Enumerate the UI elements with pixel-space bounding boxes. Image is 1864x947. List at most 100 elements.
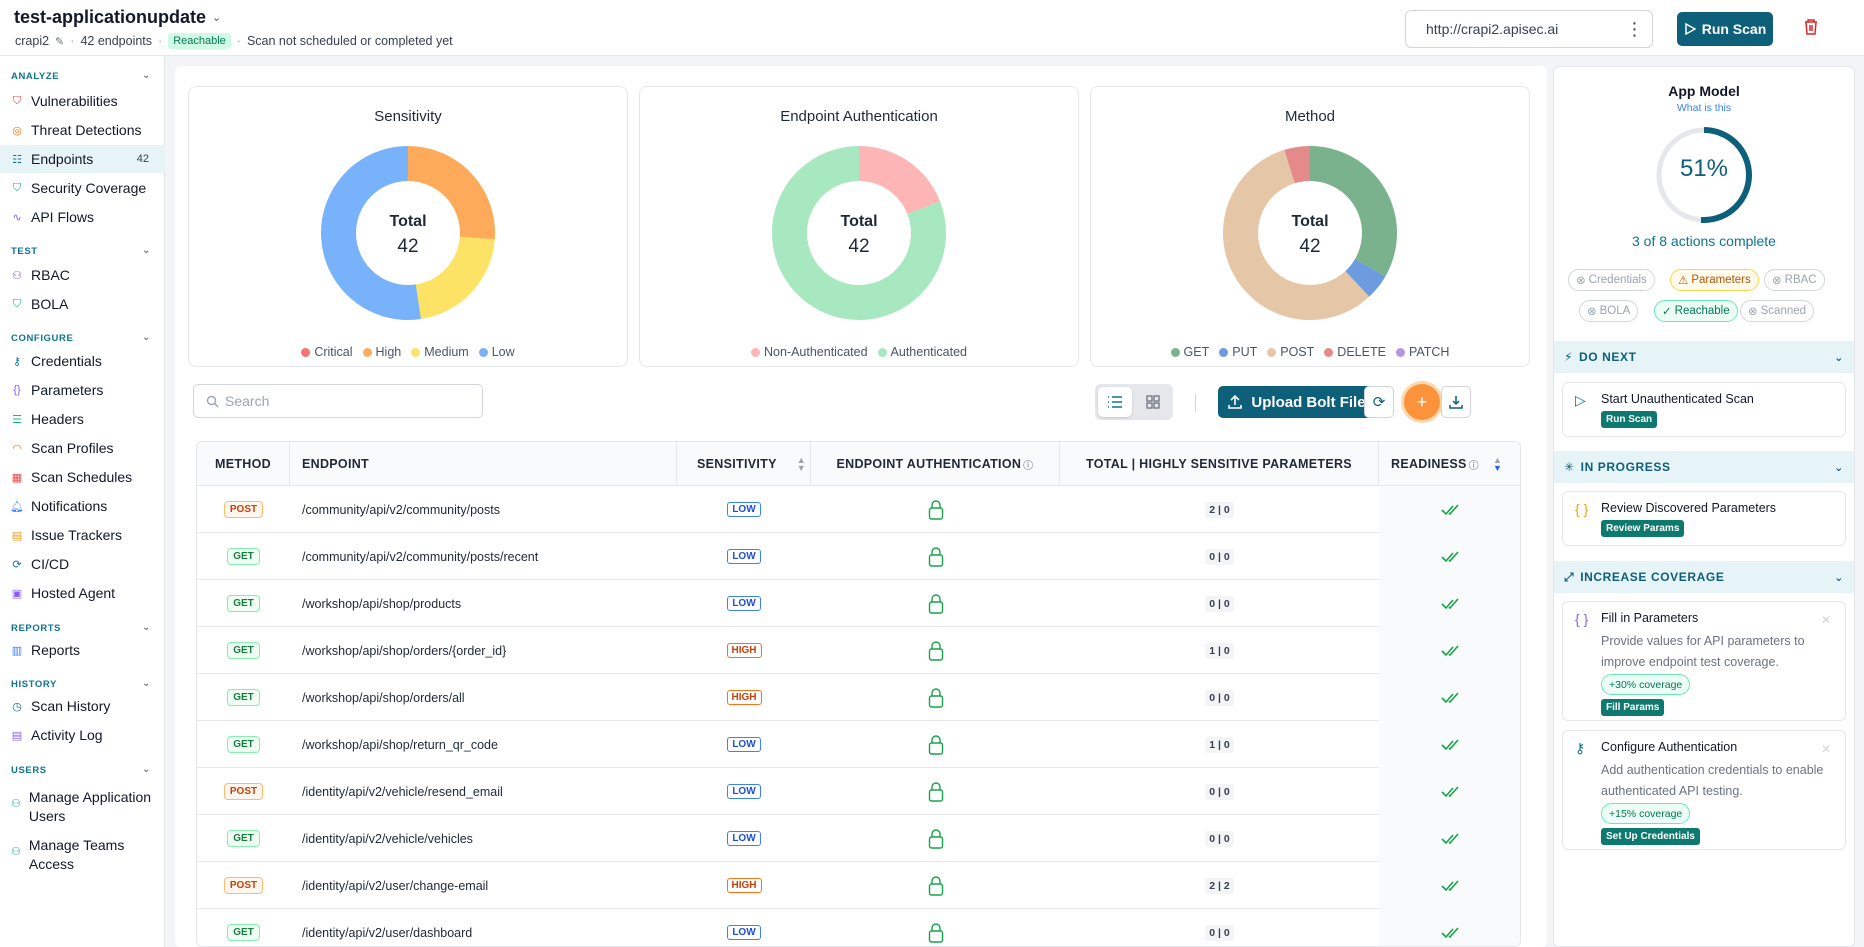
sidebar-item-endpoints[interactable]: ☷ Endpoints 42 — [0, 145, 165, 173]
donut-slice-high[interactable] — [408, 146, 495, 240]
endpoint-path[interactable]: /community/api/v2/community/posts — [302, 502, 500, 517]
col-params[interactable]: TOTAL | HIGHLY SENSITIVE PARAMETERS — [1060, 442, 1379, 486]
sidebar-item-headers[interactable]: ☰ Headers — [0, 405, 165, 433]
endpoint-path[interactable]: /workshop/api/shop/orders/{order_id} — [302, 643, 507, 658]
url-select[interactable]: http://crapi2.apisec.ai ⌄ — [1405, 10, 1652, 48]
col-endpoint[interactable]: ENDPOINT — [290, 442, 677, 486]
sidebar-item-bola[interactable]: ⛉ BOLA — [0, 290, 165, 318]
set-up-credentials-button[interactable]: Set Up Credentials — [1601, 828, 1700, 845]
sort-icon[interactable]: ▲ ▼ — [1492, 455, 1503, 473]
chevron-down-icon[interactable]: ⌄ — [142, 70, 151, 81]
sidebar-item-scan-profiles[interactable]: ◠ Scan Profiles — [0, 434, 165, 462]
close-icon[interactable]: ✕ — [1820, 613, 1831, 627]
section-analyze[interactable]: ANALYZE ⌄ — [11, 70, 151, 82]
legend-item-post[interactable]: POST — [1267, 345, 1314, 359]
sidebar-item-credentials[interactable]: ⚷ Credentials — [0, 347, 165, 375]
chevron-down-icon[interactable]: ⌄ — [142, 245, 151, 256]
trash-icon[interactable] — [1803, 18, 1819, 41]
run-scan-small-button[interactable]: Run Scan — [1601, 411, 1658, 428]
legend-item-put[interactable]: PUT — [1219, 345, 1257, 359]
sidebar-item-security-coverage[interactable]: ⛉ Security Coverage — [0, 174, 165, 202]
chip-reachable[interactable]: ✓ Reachable — [1654, 300, 1738, 322]
run-scan-button[interactable]: Run Scan — [1677, 12, 1773, 46]
what-is-this-link[interactable]: What is this — [1676, 102, 1732, 114]
donut-slice-low[interactable] — [320, 146, 421, 320]
legend-item-get[interactable]: GET — [1170, 345, 1209, 359]
info-icon[interactable]: ⓘ — [1023, 460, 1034, 472]
legend-item-non-authenticated[interactable]: Non-Authenticated — [751, 345, 868, 359]
endpoint-path[interactable]: /workshop/api/shop/return_qr_code — [302, 737, 498, 752]
section-configure[interactable]: CONFIGURE ⌄ — [11, 332, 151, 344]
section-increase-coverage[interactable]: ⤢ INCREASE COVERAGE ⌄ — [1554, 561, 1854, 593]
app-title[interactable]: test-applicationupdate ⌄ — [14, 7, 221, 28]
sidebar-item-issue-trackers[interactable]: ▤ Issue Trackers — [0, 521, 165, 549]
close-icon[interactable]: ✕ — [1820, 742, 1831, 756]
table-row[interactable]: GET/workshop/api/shop/orders/{order_id} H… — [197, 627, 1520, 674]
legend-item-high[interactable]: High — [362, 345, 401, 359]
legend-item-authenticated[interactable]: Authenticated — [877, 345, 967, 359]
task-configure-auth[interactable]: ⚷ Configure Authentication ✕ Add authent… — [1562, 730, 1846, 850]
sidebar-item-threat-detections[interactable]: ◎ Threat Detections — [0, 116, 165, 144]
endpoint-path[interactable]: /identity/api/v2/vehicle/vehicles — [302, 831, 473, 846]
chip-rbac[interactable]: ⊗ RBAC — [1764, 269, 1825, 291]
refresh-button[interactable]: ⟳ — [1364, 386, 1394, 418]
sidebar-item-scan-schedules[interactable]: ▦ Scan Schedules — [0, 463, 165, 491]
chip-credentials[interactable]: ⊗ Credentials — [1568, 269, 1655, 291]
chip-bola[interactable]: ⊗ BOLA — [1579, 300, 1639, 322]
sidebar-item-api-flows[interactable]: ∿ API Flows — [0, 203, 165, 231]
sidebar-item-notifications[interactable]: 🔔︎ Notifications — [0, 492, 165, 520]
section-test[interactable]: TEST ⌄ — [11, 245, 151, 257]
download-button[interactable] — [1441, 386, 1471, 418]
sort-icon[interactable]: ▲ ▼ — [796, 455, 806, 473]
table-row[interactable]: GET/workshop/api/shop/orders/all HIGH 0 | … — [197, 674, 1520, 721]
sidebar-item-reports[interactable]: ▥ Reports — [0, 636, 165, 664]
sidebar-item-cicd[interactable]: ⟳ CI/CD — [0, 550, 165, 578]
table-row[interactable]: GET/identity/api/v2/vehicle/vehicles LOW 0… — [197, 815, 1520, 862]
chevron-down-icon[interactable]: ⌄ — [212, 12, 222, 24]
section-users[interactable]: USERS ⌄ — [11, 764, 151, 776]
legend-item-delete[interactable]: DELETE — [1324, 345, 1386, 359]
section-do-next[interactable]: ⚡︎ DO NEXT ⌄ — [1554, 341, 1854, 373]
chevron-down-icon[interactable]: ⌄ — [1834, 461, 1844, 474]
legend-item-patch[interactable]: PATCH — [1395, 345, 1449, 359]
section-in-progress[interactable]: ✳ IN PROGRESS ⌄ — [1554, 451, 1854, 483]
table-row[interactable]: GET/workshop/api/shop/products LOW 0 | 0 — [197, 580, 1520, 627]
method-donut[interactable] — [1221, 144, 1399, 322]
chevron-down-icon[interactable]: ⌄ — [142, 332, 151, 343]
donut-slice-non-authenticated[interactable] — [859, 146, 940, 215]
task-start-scan[interactable]: ▷ Start Unauthenticated Scan Run Scan — [1562, 382, 1846, 437]
endpoint-path[interactable]: /workshop/api/shop/products — [302, 596, 462, 611]
table-row[interactable]: GET/community/api/v2/community/posts/rec… — [197, 533, 1520, 580]
endpoint-path[interactable]: /identity/api/v2/vehicle/resend_email — [302, 784, 503, 799]
section-history[interactable]: HISTORY ⌄ — [11, 678, 151, 690]
col-sensitivity[interactable]: SENSITIVITY ▲ ▼ — [677, 442, 811, 486]
col-auth[interactable]: ENDPOINT AUTHENTICATION ⓘ — [811, 442, 1060, 486]
endpoint-path[interactable]: /identity/api/v2/user/change-email — [302, 878, 489, 893]
sidebar-item-manage-users[interactable]: ⚇ Manage Application Users — [11, 788, 161, 826]
chevron-down-icon[interactable]: ⌄ — [1834, 351, 1844, 364]
col-readiness[interactable]: READINESS ⓘ ▲ ▼ — [1379, 442, 1520, 486]
chevron-down-icon[interactable]: ⌄ — [142, 622, 151, 633]
chip-parameters[interactable]: ⚠ Parameters — [1670, 269, 1759, 291]
table-row[interactable]: POST/community/api/v2/community/posts LOW… — [197, 486, 1520, 533]
chip-scanned[interactable]: ⊗ Scanned — [1740, 300, 1815, 322]
more-options-button[interactable]: ⋮ — [1617, 10, 1653, 48]
endpoint-path[interactable]: /community/api/v2/community/posts/recent — [302, 549, 539, 564]
fill-params-button[interactable]: Fill Params — [1601, 699, 1665, 716]
chevron-down-icon[interactable]: ⌄ — [142, 764, 151, 775]
donut-slice-delete[interactable] — [1284, 146, 1310, 184]
donut-slice-authenticated[interactable] — [772, 146, 946, 320]
list-view-icon[interactable] — [1098, 387, 1132, 417]
review-params-button[interactable]: Review Params — [1601, 520, 1685, 537]
sidebar-item-rbac[interactable]: ⚇ RBAC — [0, 261, 165, 289]
search-input[interactable]: Search — [193, 384, 483, 418]
endpoint-path[interactable]: /workshop/api/shop/orders/all — [302, 690, 465, 705]
auth-donut[interactable] — [770, 144, 948, 322]
task-fill-params[interactable]: { } Fill in Parameters ✕ Provide values … — [1562, 601, 1846, 721]
info-icon[interactable]: ⓘ — [1468, 460, 1479, 472]
legend-item-critical[interactable]: Critical — [301, 345, 353, 359]
sidebar-item-scan-history[interactable]: ◷ Scan History — [0, 692, 165, 720]
section-reports[interactable]: REPORTS ⌄ — [11, 622, 151, 634]
grid-view-icon[interactable] — [1136, 387, 1170, 417]
donut-slice-put[interactable] — [1345, 259, 1386, 297]
